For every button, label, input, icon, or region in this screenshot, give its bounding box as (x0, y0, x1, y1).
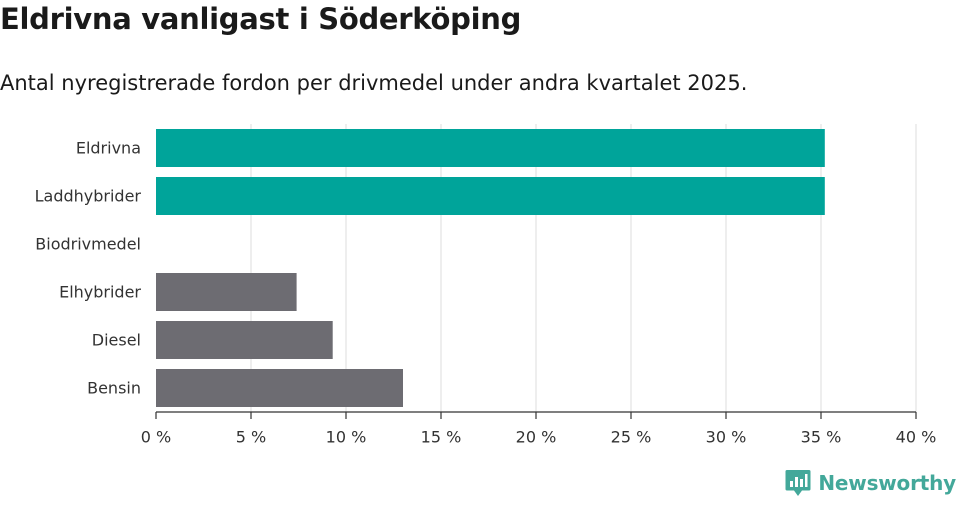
newsworthy-logo-icon (785, 470, 811, 496)
x-tick-label: 15 % (421, 428, 462, 447)
newsworthy-logo: Newsworthy (785, 469, 956, 497)
category-labels: Eldrivna Laddhybrider Biodrivmedel Elhybrid… (35, 139, 142, 398)
category-label: Biodrivmedel (35, 235, 141, 254)
bar-elhybrider (156, 273, 297, 311)
x-tick-label: 20 % (516, 428, 557, 447)
bar-bensin (156, 369, 403, 407)
x-tick-label: 10 % (326, 428, 367, 447)
category-label: Eldrivna (76, 139, 141, 158)
x-tick-label: 30 % (706, 428, 747, 447)
category-label: Diesel (92, 331, 141, 350)
gridlines (250, 124, 917, 412)
x-tick-label: 5 % (236, 428, 266, 447)
chart-title: Eldrivna vanligast i Söderköping (0, 2, 522, 36)
x-tick-label: 35 % (801, 428, 842, 447)
category-label: Laddhybrider (35, 187, 142, 206)
bar-laddhybrider (156, 177, 825, 215)
bars (156, 129, 825, 407)
x-axis: 0 % 5 % 10 % 15 % 20 % 25 % 30 % 35 % 40 % (141, 411, 937, 447)
brand-name: Newsworthy (818, 471, 956, 495)
bar-chart: 0 % 5 % 10 % 15 % 20 % 25 % 30 % 35 % 40 % Eldri… (35, 124, 937, 447)
x-tick-label: 25 % (611, 428, 652, 447)
x-tick-label: 40 % (896, 428, 937, 447)
bar-eldrivna (156, 129, 825, 167)
chart-subtitle: Antal nyregistrerade fordon per drivmede… (0, 71, 748, 95)
x-tick-label: 0 % (141, 428, 171, 447)
category-label: Elhybrider (59, 283, 141, 302)
category-label: Bensin (87, 379, 141, 398)
bar-diesel (156, 321, 333, 359)
